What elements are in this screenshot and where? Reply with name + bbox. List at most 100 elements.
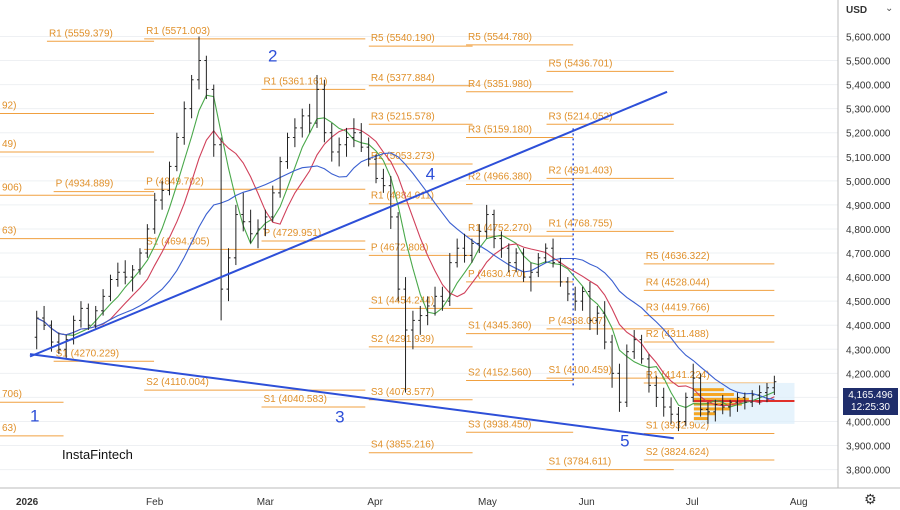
profile-bar	[693, 407, 730, 411]
wave-labels: 1 2 3 4 5	[30, 47, 630, 451]
y-tick-label: 5,500.000	[846, 57, 891, 68]
pivot-label: R1 (4141.224)	[646, 370, 710, 381]
gear-icon[interactable]: ⚙	[864, 492, 877, 508]
pivot-label: S2 (3824.624)	[646, 447, 709, 458]
profile-bar	[693, 402, 742, 406]
trendline	[29, 353, 674, 440]
y-tick-label: 5,100.000	[846, 153, 891, 164]
current-price-tag: 4,165.496	[843, 388, 898, 403]
pivot-label: S1 (4454.244)	[371, 295, 434, 306]
pivot-label: R5 (4636.322)	[646, 251, 710, 262]
moving-averages	[36, 94, 775, 409]
pivot-label: R5 (5540.190)	[371, 33, 435, 44]
pivot-label: R1 (5571.003)	[146, 26, 210, 37]
y-tick-label: 5,000.000	[846, 177, 891, 188]
y-tick-label: 4,700.000	[846, 249, 891, 260]
chevron-down-icon[interactable]: ⌄	[885, 3, 894, 14]
moving-average-line	[36, 94, 775, 409]
x-tick-label: Feb	[146, 497, 164, 508]
pivot-label: R4 (5351.980)	[468, 79, 532, 90]
y-tick-label: 4,200.000	[846, 369, 891, 380]
trendline	[29, 90, 668, 358]
countdown-tag: 12:25:30	[843, 400, 898, 415]
profile-bar	[693, 412, 716, 416]
y-tick-label: 4,600.000	[846, 273, 891, 284]
pivot-label: R5 (5436.701)	[549, 58, 613, 69]
pivot-label: P (4672.808)	[371, 242, 429, 253]
pivot-label: P (4630.470)	[468, 269, 526, 280]
pivot-label: S3 (4073.577)	[371, 387, 434, 398]
y-tick-label: 4,500.000	[846, 297, 891, 308]
pivot-label: P (4729.951)	[264, 228, 322, 239]
pivot-label: R5 (5544.780)	[468, 32, 532, 43]
pivot-label: R1 (5361.161)	[264, 76, 328, 87]
x-tick-label: Jul	[686, 497, 699, 508]
pivot-label: S4 (3855.216)	[371, 440, 434, 451]
wave-label: 4	[426, 165, 435, 184]
pivot-label: S2 (4110.004)	[146, 377, 209, 388]
y-tick-label: 3,900.000	[846, 442, 891, 453]
pivot-label: R2 (5053.273)	[371, 151, 435, 162]
x-tick-label: Jun	[579, 497, 595, 508]
y-tick-label: 3,800.000	[846, 466, 891, 477]
wave-label: 1	[30, 406, 39, 425]
wave-label: 2	[268, 47, 277, 66]
time-axis[interactable]: 2026 Feb Mar Apr May Jun Jul Aug	[16, 497, 808, 508]
pivot-label: 49)	[2, 139, 16, 150]
pivot-label: R1 (5559.379)	[49, 28, 113, 39]
pivot-label: S2 (4291.939)	[371, 334, 434, 345]
pivot-label: S1 (4270.229)	[56, 348, 119, 359]
pivot-levels: 92) 49) 906) 63) R1 (5559.379) P (4934.889) S1…	[0, 26, 775, 471]
y-tick-label: 4,800.000	[846, 225, 891, 236]
pivot-label: 906)	[2, 182, 22, 193]
y-tick-label: 4,900.000	[846, 201, 891, 212]
pivot-label: R2 (4991.403)	[549, 165, 613, 176]
pivot-label: R2 (4311.488)	[646, 329, 709, 340]
pivot-label: 63)	[2, 226, 16, 237]
pivot-label: 63)	[2, 423, 16, 434]
y-tick-label: 5,300.000	[846, 105, 891, 116]
candles	[34, 36, 777, 432]
pivot-label: S1 (3932.902)	[646, 420, 709, 431]
pivot-label: S1 (4345.360)	[468, 321, 531, 332]
pivot-label: R3 (5215.578)	[371, 111, 435, 122]
pivot-label: S1 (4100.459)	[549, 365, 612, 376]
pivot-label: R2 (4966.380)	[468, 171, 532, 182]
pivot-label: S1 (4040.583)	[264, 394, 327, 405]
y-tick-label: 4,400.000	[846, 321, 891, 332]
x-tick-label: Mar	[257, 497, 275, 508]
x-tick-label: Apr	[367, 497, 383, 508]
y-tick-label: 5,200.000	[846, 129, 891, 140]
pivot-label: S1 (4694.305)	[146, 236, 209, 247]
trendlines	[29, 90, 674, 440]
currency-label[interactable]: USD	[846, 5, 868, 16]
wave-label: 5	[620, 432, 629, 451]
pivot-label: P (4849.702)	[146, 176, 204, 187]
pivot-label: S3 (3938.450)	[468, 419, 531, 430]
pivot-label: P (4934.889)	[56, 179, 114, 190]
profile-bar	[693, 388, 724, 392]
x-tick-label: May	[478, 497, 497, 508]
y-tick-label: 4,000.000	[846, 417, 891, 428]
pivot-label: R3 (4419.766)	[646, 303, 710, 314]
moving-average-line	[36, 152, 775, 401]
x-tick-label: Aug	[790, 497, 808, 508]
pivot-label: R4 (5377.884)	[371, 73, 435, 84]
pivot-label: P (4368.007)	[549, 316, 607, 327]
pivot-label: R1 (4884.911)	[371, 191, 434, 202]
pivot-label: S2 (4152.560)	[468, 368, 531, 379]
wave-label: 3	[335, 408, 344, 427]
pivot-label: R1 (4752.270)	[468, 223, 532, 234]
pivot-label: S1 (3784.611)	[549, 457, 612, 468]
y-tick-label: 4,300.000	[846, 345, 891, 356]
pivot-label: 706)	[2, 389, 22, 400]
profile-bar	[693, 397, 749, 401]
watermark-logo: InstaFintech	[60, 446, 135, 463]
pivot-label: 92)	[2, 100, 16, 111]
y-tick-label: 5,400.000	[846, 81, 891, 92]
profile-bar	[693, 417, 708, 421]
pivot-label: R1 (4768.755)	[549, 218, 613, 229]
pivot-label: R3 (5214.052)	[549, 111, 613, 122]
profile-bar	[693, 392, 734, 396]
